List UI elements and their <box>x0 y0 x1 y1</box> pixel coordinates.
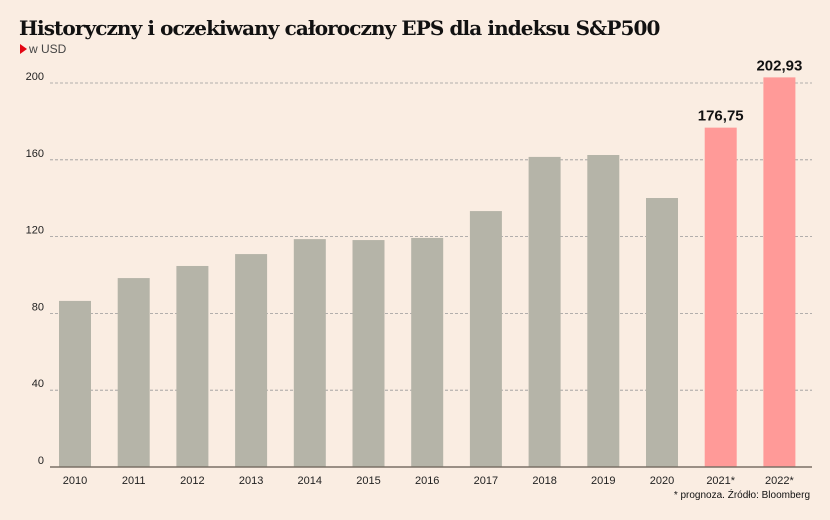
x-tick-label: 2020 <box>650 475 674 487</box>
x-tick-label: 2014 <box>298 475 322 487</box>
bar <box>528 156 561 468</box>
x-tick-label: 2010 <box>63 475 87 487</box>
y-tick-label: 80 <box>32 301 44 313</box>
x-tick-label: 2012 <box>180 475 204 487</box>
x-tick-label: 2018 <box>532 475 556 487</box>
x-tick-label: 2019 <box>591 475 615 487</box>
unit-label: w USD <box>29 42 67 56</box>
x-tick-label: 2016 <box>415 475 439 487</box>
y-tick-label: 120 <box>26 225 44 237</box>
bar <box>763 77 796 468</box>
x-tick-label: 2015 <box>356 475 380 487</box>
chart-subtitle: w USD <box>20 42 66 56</box>
x-tick-label: 2021* <box>706 475 735 487</box>
chart-title: Historyczny i oczekiwany całoroczny EPS … <box>19 16 660 40</box>
bar <box>411 237 444 467</box>
source-note: * prognoza. Źródło: Bloomberg <box>673 490 810 501</box>
y-tick-label: 40 <box>32 378 44 390</box>
triangle-marker-icon <box>20 44 27 54</box>
x-tick-label: 2011 <box>122 475 146 487</box>
bar <box>352 240 385 467</box>
x-tick-label: 2013 <box>239 475 263 487</box>
data-label: 202,93 <box>756 57 802 74</box>
bar <box>469 211 502 467</box>
bar <box>235 254 268 467</box>
bar <box>176 265 209 467</box>
bar <box>293 239 326 467</box>
bar <box>117 278 150 467</box>
x-tick-label: 2017 <box>474 475 498 487</box>
x-tick-label: 2022* <box>765 475 794 487</box>
y-tick-label: 200 <box>26 71 44 83</box>
bar <box>704 127 737 467</box>
data-label: 176,75 <box>698 108 744 125</box>
y-tick-label: 0 <box>38 455 44 467</box>
bar <box>646 198 678 467</box>
y-tick-label: 160 <box>26 148 44 160</box>
bar <box>587 155 620 467</box>
bar <box>59 300 91 467</box>
